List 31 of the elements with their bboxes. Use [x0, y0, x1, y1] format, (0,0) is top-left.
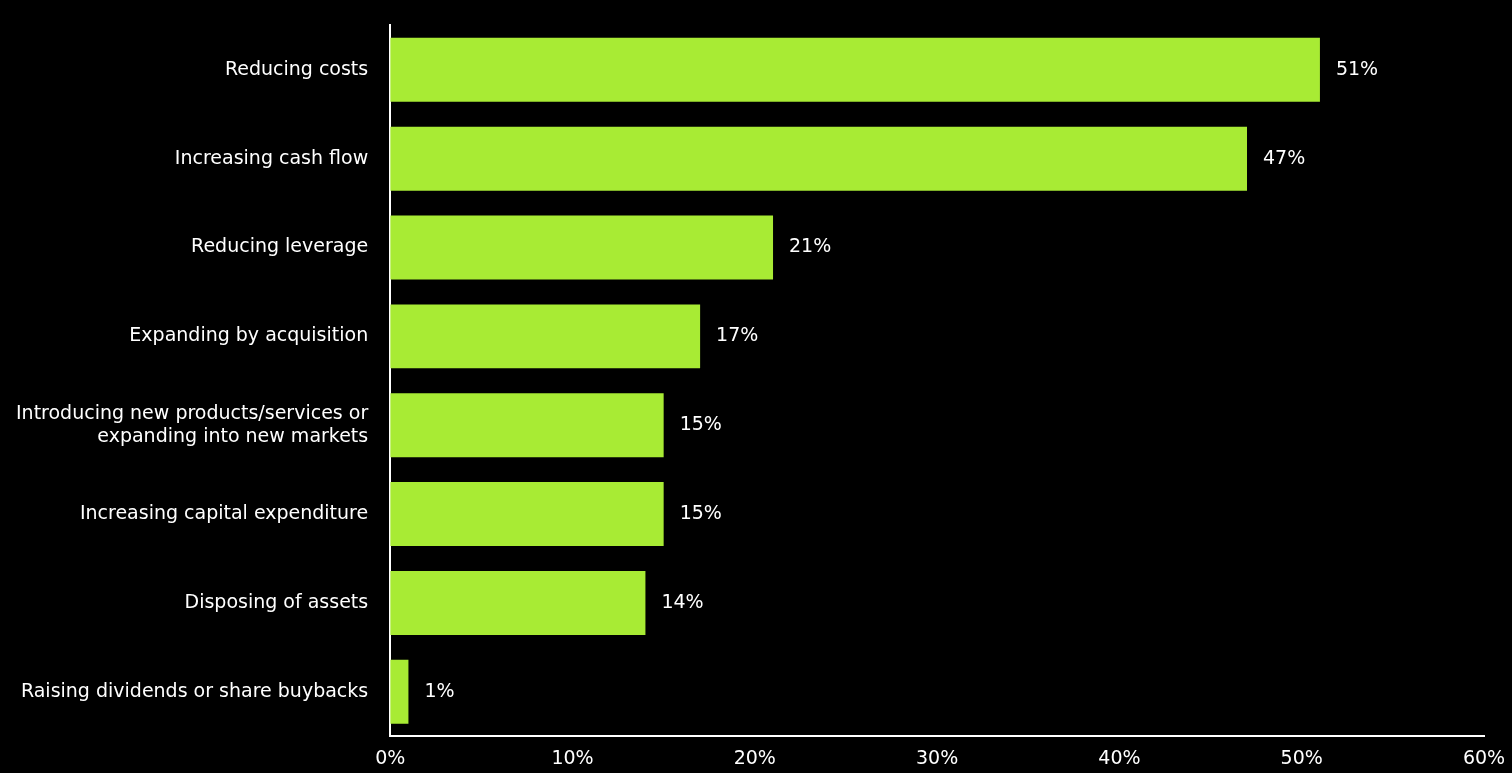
y-tick-label: Reducing leverage: [191, 234, 369, 257]
bar: [390, 304, 701, 369]
x-tick-label: 0%: [375, 745, 406, 768]
y-tick-label: Increasing cash flow: [174, 145, 369, 168]
bar: [390, 126, 1248, 191]
bar: [390, 570, 646, 635]
y-tick-label: Disposing of assets: [184, 589, 369, 612]
x-tick-label: 30%: [915, 745, 959, 768]
bar: [390, 482, 664, 547]
y-tick-label: Expanding by acquisition: [129, 323, 369, 346]
data-label: 15%: [679, 412, 722, 435]
x-tick-label: 60%: [1462, 745, 1506, 768]
y-tick-label: Increasing capital expenditure: [79, 501, 369, 524]
data-label: 17%: [716, 323, 759, 346]
x-tick-label: 10%: [551, 745, 594, 768]
bar: [390, 393, 664, 458]
data-label: 15%: [679, 501, 722, 524]
data-label: 1%: [424, 678, 455, 701]
bar: [390, 659, 409, 724]
x-tick-label: 50%: [1280, 745, 1323, 768]
x-tick-label: 20%: [733, 745, 776, 768]
y-tick-label: Reducing costs: [224, 56, 369, 79]
x-tick-label: 40%: [1098, 745, 1141, 768]
data-label: 51%: [1335, 56, 1379, 79]
data-label: 21%: [789, 234, 832, 257]
data-label: 47%: [1263, 145, 1306, 168]
y-tick-label: Introducing new products/services or expanding into new markets: [15, 400, 369, 446]
y-tick-label: Raising dividends or share buybacks: [20, 678, 369, 701]
data-label: 14%: [661, 589, 704, 612]
bar: [390, 215, 774, 280]
bar: [390, 37, 1320, 102]
